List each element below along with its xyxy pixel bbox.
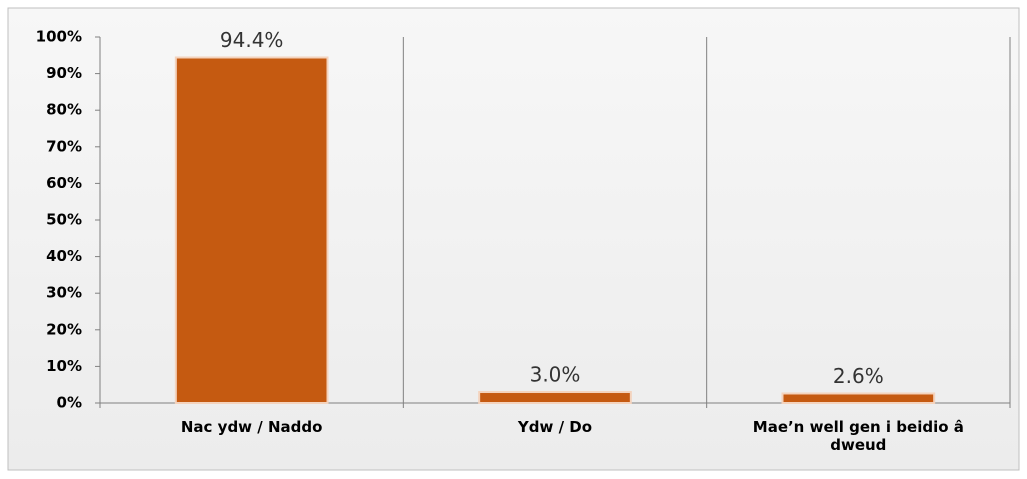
y-tick-label: 70% [46, 137, 82, 155]
x-tick-label: Ydw / Do [517, 418, 593, 436]
y-tick-label: 80% [46, 101, 82, 119]
y-tick-label: 10% [46, 357, 82, 375]
y-tick-label: 50% [46, 211, 82, 229]
value-label: 3.0% [530, 363, 581, 387]
y-tick-label: 20% [46, 320, 82, 338]
y-tick-label: 30% [46, 284, 82, 302]
x-tick-label: Nac ydw / Naddo [180, 418, 323, 436]
value-label: 94.4% [220, 28, 284, 52]
y-tick-label: 60% [46, 174, 82, 192]
bar [478, 391, 632, 404]
y-tick-label: 90% [46, 64, 82, 82]
bar [174, 56, 329, 404]
x-tick-label: Mae’n well gen i beidio â dweud [752, 418, 964, 454]
y-tick-label: 100% [36, 28, 82, 46]
bar [781, 392, 936, 405]
y-tick-label: 0% [57, 394, 82, 412]
y-tick-label: 40% [46, 247, 82, 265]
value-label: 2.6% [833, 364, 884, 388]
